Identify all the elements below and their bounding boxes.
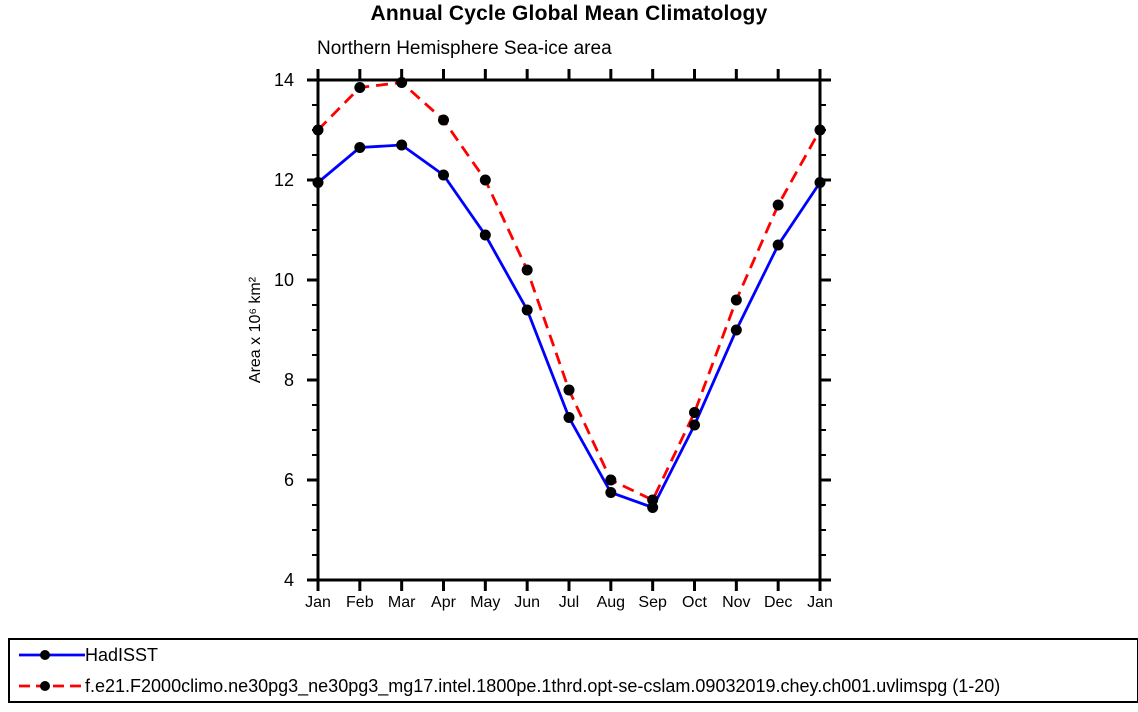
data-point-marker — [479, 174, 491, 186]
legend-box: HadISST f.e21.F2000climo.ne30pg3_ne30pg3… — [8, 638, 1138, 703]
data-point-marker — [438, 169, 449, 181]
legend-line-sample-model — [19, 680, 85, 691]
y-axis-tick-label: 8 — [284, 370, 294, 390]
x-axis-tick-label: Jul — [559, 594, 579, 611]
y-axis-tick-label: 10 — [274, 270, 294, 290]
data-point-marker — [605, 487, 617, 498]
data-point-marker — [479, 229, 491, 241]
y-axis-tick-label: 12 — [274, 170, 294, 190]
legend-item-model: f.e21.F2000climo.ne30pg3_ne30pg3_mg17.in… — [19, 672, 1137, 700]
x-axis-tick-label: Jan — [807, 594, 833, 611]
data-point-marker — [396, 139, 408, 151]
x-axis-tick-label: Oct — [682, 594, 707, 611]
data-point-marker — [730, 294, 742, 306]
x-axis-tick-label: Aug — [597, 594, 625, 611]
data-point-marker — [814, 124, 826, 136]
legend-item-hadisst: HadISST — [19, 641, 1137, 669]
data-point-marker — [772, 239, 784, 251]
x-axis-tick-label: Apr — [431, 594, 457, 611]
y-axis-tick-label: 6 — [284, 470, 294, 490]
data-point-marker — [563, 412, 575, 423]
legend-sample-marker — [40, 680, 50, 691]
data-point-marker — [521, 264, 533, 276]
legend-sample-marker — [40, 650, 50, 661]
x-axis-tick-label: Sep — [638, 594, 667, 611]
chart-subtitle: Northern Hemisphere Sea-ice area — [317, 38, 612, 59]
data-point-marker — [521, 304, 533, 316]
data-point-marker — [605, 474, 617, 486]
legend-label-hadisst: HadISST — [85, 645, 159, 666]
plot-area: 4 6 8 10 12 14 Jan Feb Mar Apr May Jun Jul Aug Sep Oct N… — [274, 69, 833, 611]
data-point-marker — [689, 419, 700, 431]
x-axis-tick-label: Jan — [305, 594, 331, 611]
x-axis-tick-label: May — [470, 594, 500, 611]
data-point-marker — [814, 177, 826, 188]
series-line-hadisst — [317, 143, 822, 510]
legend-line-sample-hadisst — [19, 650, 85, 661]
y-axis-tick-label: 14 — [274, 70, 294, 90]
x-axis-tick-label: Nov — [722, 594, 750, 611]
x-axis-tick-label: Dec — [764, 594, 792, 611]
x-axis-tick-label: Mar — [388, 594, 416, 611]
data-point-marker — [354, 82, 366, 93]
x-axis-tick-label: Jun — [514, 594, 540, 611]
data-point-marker — [772, 199, 784, 211]
plot-frame — [316, 78, 822, 582]
chart-title: Annual Cycle Global Mean Climatology — [370, 2, 768, 25]
data-point-marker — [563, 384, 575, 396]
data-point-marker — [312, 124, 324, 136]
data-point-marker — [438, 114, 449, 126]
x-axis-tick-label: Feb — [346, 594, 374, 611]
data-point-marker — [396, 77, 408, 88]
y-axis-tick-label: 4 — [284, 570, 294, 590]
data-point-marker — [312, 177, 324, 188]
data-point-marker — [730, 324, 742, 336]
legend-label-model: f.e21.F2000climo.ne30pg3_ne30pg3_mg17.in… — [85, 675, 1001, 696]
data-point-marker — [647, 494, 659, 506]
data-point-marker — [689, 407, 700, 418]
data-point-marker — [354, 142, 366, 153]
